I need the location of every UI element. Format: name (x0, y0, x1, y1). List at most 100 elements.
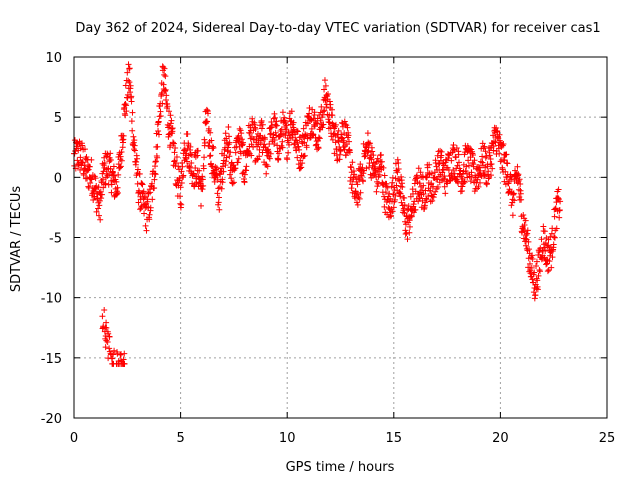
data-point (77, 154, 84, 161)
data-point (303, 132, 310, 139)
grid (74, 57, 607, 418)
data-point (348, 164, 355, 171)
data-point (165, 124, 172, 131)
data-point (107, 150, 114, 157)
data-point (114, 348, 121, 355)
data-point (314, 120, 321, 127)
data-point (203, 106, 210, 113)
data-point (144, 198, 151, 205)
data-point (248, 152, 255, 159)
data-point (232, 165, 239, 172)
data-point (541, 244, 548, 251)
data-point (428, 180, 435, 187)
data-point (102, 344, 109, 351)
data-point (108, 355, 115, 362)
data-point (272, 114, 279, 121)
x-tick-labels: 0 5 10 15 20 25 (70, 431, 615, 446)
data-point (243, 163, 250, 170)
y-tick-label: 0 (54, 171, 62, 186)
data-point (328, 106, 335, 113)
data-point (270, 115, 277, 122)
data-point (167, 112, 174, 119)
data-point (143, 227, 150, 234)
data-point (236, 125, 243, 132)
data-point (529, 276, 536, 283)
data-point (141, 210, 148, 217)
data-point (285, 149, 292, 156)
data-point (247, 130, 254, 137)
data-point (494, 127, 501, 134)
data-point (204, 118, 211, 125)
data-point (256, 153, 263, 160)
data-point (279, 144, 286, 151)
data-point (389, 208, 396, 215)
data-point (365, 147, 372, 154)
data-point (208, 137, 215, 144)
data-point (138, 180, 145, 187)
data-point (354, 201, 361, 208)
data-point (356, 195, 363, 202)
data-point (400, 205, 407, 212)
data-point (173, 153, 180, 160)
x-tick-label: 20 (492, 431, 509, 446)
data-point (349, 181, 356, 188)
data-point (235, 138, 242, 145)
data-point (294, 154, 301, 161)
data-point (551, 234, 558, 241)
plot-frame (73, 56, 608, 419)
data-point (509, 212, 516, 219)
data-point (157, 112, 164, 119)
x-tick-label: 5 (176, 431, 184, 446)
data-point (97, 216, 104, 223)
x-tick-label: 0 (70, 431, 78, 446)
data-point (99, 176, 106, 183)
data-point (339, 119, 346, 126)
data-point (196, 167, 203, 174)
data-point (284, 156, 291, 163)
data-point (273, 122, 280, 129)
data-point (448, 157, 455, 164)
data-point (201, 136, 208, 143)
data-point (160, 64, 167, 71)
data-point (535, 272, 542, 279)
data-point (199, 173, 206, 180)
data-point (271, 140, 278, 147)
data-point (107, 350, 114, 357)
data-point (131, 137, 138, 144)
data-point (282, 119, 289, 126)
data-point (504, 160, 511, 167)
data-point (123, 108, 130, 115)
data-point (225, 124, 232, 131)
data-point (406, 223, 413, 230)
data-point (310, 131, 317, 138)
data-point (183, 158, 190, 165)
data-point (346, 138, 353, 145)
y-tick-labels: 10 5 0 -5 -10 -15 -20 (41, 51, 62, 427)
data-point (117, 163, 124, 170)
data-point (555, 186, 562, 193)
data-point (536, 266, 543, 273)
data-point (108, 189, 115, 196)
data-point (399, 184, 406, 191)
data-point (420, 182, 427, 189)
data-point (486, 152, 493, 159)
data-point (258, 117, 265, 124)
data-point (263, 170, 270, 177)
data-point (487, 155, 494, 162)
data-point (357, 161, 364, 168)
y-tick-label: -5 (49, 232, 62, 247)
data-point (162, 73, 169, 80)
data-point (229, 180, 236, 187)
data-point (427, 187, 434, 194)
data-point (136, 170, 143, 177)
data-point (488, 160, 495, 167)
data-point (533, 262, 540, 269)
data-point (374, 168, 381, 175)
data-point (222, 158, 229, 165)
data-point (380, 164, 387, 171)
data-point (222, 162, 229, 169)
data-point (258, 125, 265, 132)
data-point (95, 205, 102, 212)
data-point (167, 142, 174, 149)
